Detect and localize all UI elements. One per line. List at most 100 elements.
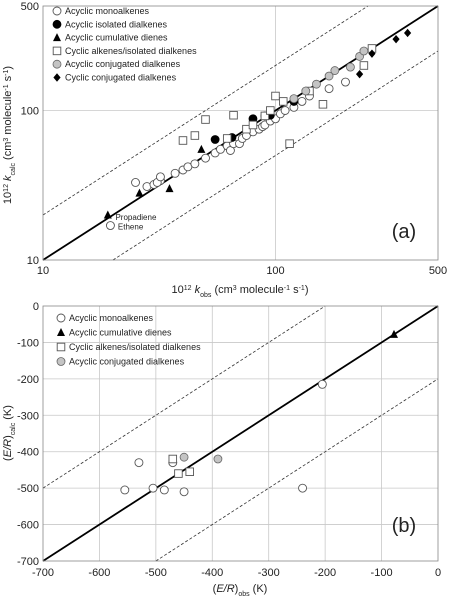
data-point	[135, 188, 144, 197]
y-tick-label: -300	[17, 410, 39, 422]
y-axis-label: 1012 kcalc (cm3 molecule-1 s-1)	[2, 66, 17, 204]
data-point	[389, 329, 398, 338]
x-tick-label: -100	[371, 567, 393, 579]
y-tick-label: -100	[17, 337, 39, 349]
y-tick-label: -200	[17, 374, 39, 386]
data-point	[190, 159, 200, 169]
data-point	[330, 66, 340, 75]
x-tick-label: -600	[88, 567, 110, 579]
identity-line	[42, 305, 439, 562]
panel-b: -700 -600 -500 -400 -300 -200 -100 0 -700 -600 -50…	[2, 301, 441, 598]
data-point	[134, 458, 144, 468]
data-point	[312, 79, 321, 89]
data-point	[179, 452, 189, 462]
identity-line	[42, 5, 439, 261]
x-tick-label: -700	[32, 567, 54, 579]
legend-marker	[57, 328, 65, 336]
plot-frame	[42, 5, 439, 261]
data-point	[201, 115, 210, 124]
data-point	[359, 61, 369, 70]
legend-label: Cyclic alkenes/isolated dialkenes	[69, 342, 201, 352]
legend-label: Acyclic cumulative dienes	[69, 328, 172, 338]
legend-label: Cyclic alkenes/isolated dialkenes	[65, 46, 197, 56]
data-point	[105, 221, 115, 230]
y-tick-label: -700	[17, 556, 39, 568]
x-axis-label: 1012 kobs (cm3 molecule-1 s-1)	[172, 284, 309, 299]
x-axis-label: (E/R)obs (K)	[213, 583, 268, 598]
data-point	[289, 94, 299, 104]
data-point	[403, 28, 412, 38]
data-point	[201, 153, 210, 163]
legend-marker	[53, 73, 61, 82]
legend-label: Acyclic monoalkenes	[65, 6, 150, 16]
data-point	[297, 96, 307, 106]
upper-bound-line	[42, 5, 369, 216]
y-tick-label: 500	[21, 1, 39, 13]
legend-marker	[52, 59, 62, 69]
data-point	[120, 485, 130, 495]
legend-label: Acyclic isolated dialkenes	[65, 19, 168, 29]
x-tick-label: -300	[258, 567, 280, 579]
lower-bound-line	[112, 50, 439, 261]
lower-bound-line	[155, 378, 439, 562]
data-point	[324, 84, 334, 94]
data-point	[280, 106, 290, 115]
data-point	[355, 69, 364, 79]
legend-marker	[52, 46, 62, 56]
y-tick-label: 10	[27, 255, 39, 267]
data-point	[260, 111, 270, 121]
y-tick-label: -500	[17, 483, 39, 495]
data-point	[185, 467, 194, 477]
annotation-propadiene: Propadiene	[115, 213, 156, 222]
data-point	[301, 86, 311, 96]
x-tick-label: 100	[266, 265, 284, 277]
legend-label: Acyclic cumulative dienes	[65, 33, 168, 43]
x-tick-label: 0	[435, 567, 441, 579]
x-tick-label: 10	[37, 265, 49, 277]
data-point	[341, 77, 350, 87]
data-point	[148, 483, 158, 493]
data-point	[324, 71, 334, 81]
y-tick-label: 100	[21, 105, 39, 117]
data-point	[213, 454, 223, 464]
legend-label: Acyclic conjugated dialkenes	[65, 59, 181, 69]
legend-marker	[56, 313, 66, 323]
x-tick-label: 500	[429, 265, 447, 277]
legend-marker	[56, 357, 66, 366]
data-point	[131, 178, 140, 187]
x-tick-label: -400	[201, 567, 223, 579]
legend-marker	[53, 33, 61, 42]
data-point	[197, 144, 206, 153]
data-point	[170, 168, 180, 178]
legend-marker	[56, 342, 66, 352]
panel-label-b: (b)	[392, 515, 416, 537]
legend-marker	[52, 19, 62, 29]
data-point	[271, 91, 280, 101]
panel-label-a: (a)	[392, 221, 416, 243]
data-point	[279, 97, 288, 106]
data-point	[298, 483, 308, 493]
data-point	[266, 106, 275, 115]
data-point	[103, 210, 112, 219]
data-point	[318, 100, 328, 109]
data-point	[392, 34, 400, 44]
data-point	[368, 49, 376, 58]
data-point	[168, 454, 178, 464]
data-point	[174, 469, 183, 478]
legend-a: Acyclic monoalkenes Acyclic isolated dial…	[52, 6, 197, 83]
data-point	[222, 134, 232, 143]
x-tick-label: -200	[314, 567, 336, 579]
data-point	[229, 110, 238, 120]
data-point	[190, 131, 200, 140]
legend-label: Cyclic conjugated dialkenes	[65, 73, 177, 83]
legend-label: Acyclic monoalkenes	[69, 313, 154, 323]
legend-label: Acyclic conjugated dialkenes	[69, 357, 185, 367]
data-point	[155, 172, 165, 182]
upper-bound-line	[42, 305, 326, 489]
y-axis-label: (E/R)calc (K)	[2, 405, 17, 461]
data-point	[359, 46, 369, 56]
data-point	[179, 487, 189, 497]
